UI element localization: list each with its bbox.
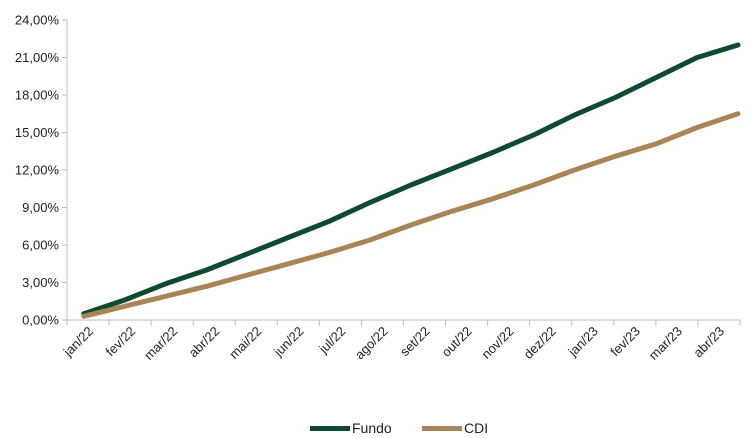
y-tick-label: 6,00% — [22, 238, 59, 253]
legend-swatch-cdi — [422, 425, 462, 431]
legend-label-cdi: CDI — [464, 420, 489, 436]
x-tick-label: dez/22 — [521, 324, 559, 362]
series-lines — [81, 42, 741, 319]
x-tick-label: set/22 — [397, 324, 433, 360]
x-tick-label: mai/22 — [226, 324, 264, 362]
x-tick-label: fev/22 — [103, 324, 139, 360]
x-tick-label: jul/22 — [315, 324, 348, 357]
legend-item-cdi: CDI — [422, 418, 488, 438]
y-tick-label: 15,00% — [15, 125, 60, 140]
legend: Fundo CDI — [0, 418, 754, 438]
x-tick-label: ago/22 — [352, 324, 391, 363]
legend-label-fundo: Fundo — [352, 420, 392, 436]
x-tick-label: jan/23 — [565, 324, 601, 360]
y-tick-label: 3,00% — [22, 275, 59, 290]
x-tick-label: abr/22 — [186, 324, 223, 361]
y-tick-label: 21,00% — [15, 50, 60, 65]
y-tick-label: 24,00% — [15, 13, 60, 28]
x-tick-label: nov/22 — [479, 324, 517, 362]
y-tick-label: 9,00% — [22, 200, 59, 215]
y-tick-label: 18,00% — [15, 88, 60, 103]
y-tick-label: 12,00% — [15, 163, 60, 178]
series-line-fundo — [81, 42, 741, 317]
legend-swatch-fundo — [310, 425, 350, 431]
legend-item-fundo: Fundo — [310, 418, 392, 438]
line-chart: 0,00% 3,00% 6,00% 9,00% 12,00% 15,00% 18,00% 21… — [15, 13, 741, 363]
x-tick-label: abr/23 — [690, 324, 727, 361]
x-tick-label: jun/22 — [270, 324, 306, 360]
y-tick-label: 0,00% — [22, 313, 59, 328]
x-tick-label: jan/22 — [60, 324, 96, 360]
series-line-cdi — [81, 111, 741, 319]
y-axis: 0,00% 3,00% 6,00% 9,00% 12,00% 15,00% 18,00% 21… — [15, 13, 68, 328]
x-tick-label: mar/22 — [141, 324, 180, 363]
x-axis: jan/22 fev/22 mar/22 abr/22 mai/22 jun/22 jul/… — [60, 319, 741, 363]
x-tick-label: out/22 — [439, 324, 475, 360]
x-tick-label: mar/23 — [646, 324, 685, 363]
x-tick-label: fev/23 — [607, 324, 643, 360]
